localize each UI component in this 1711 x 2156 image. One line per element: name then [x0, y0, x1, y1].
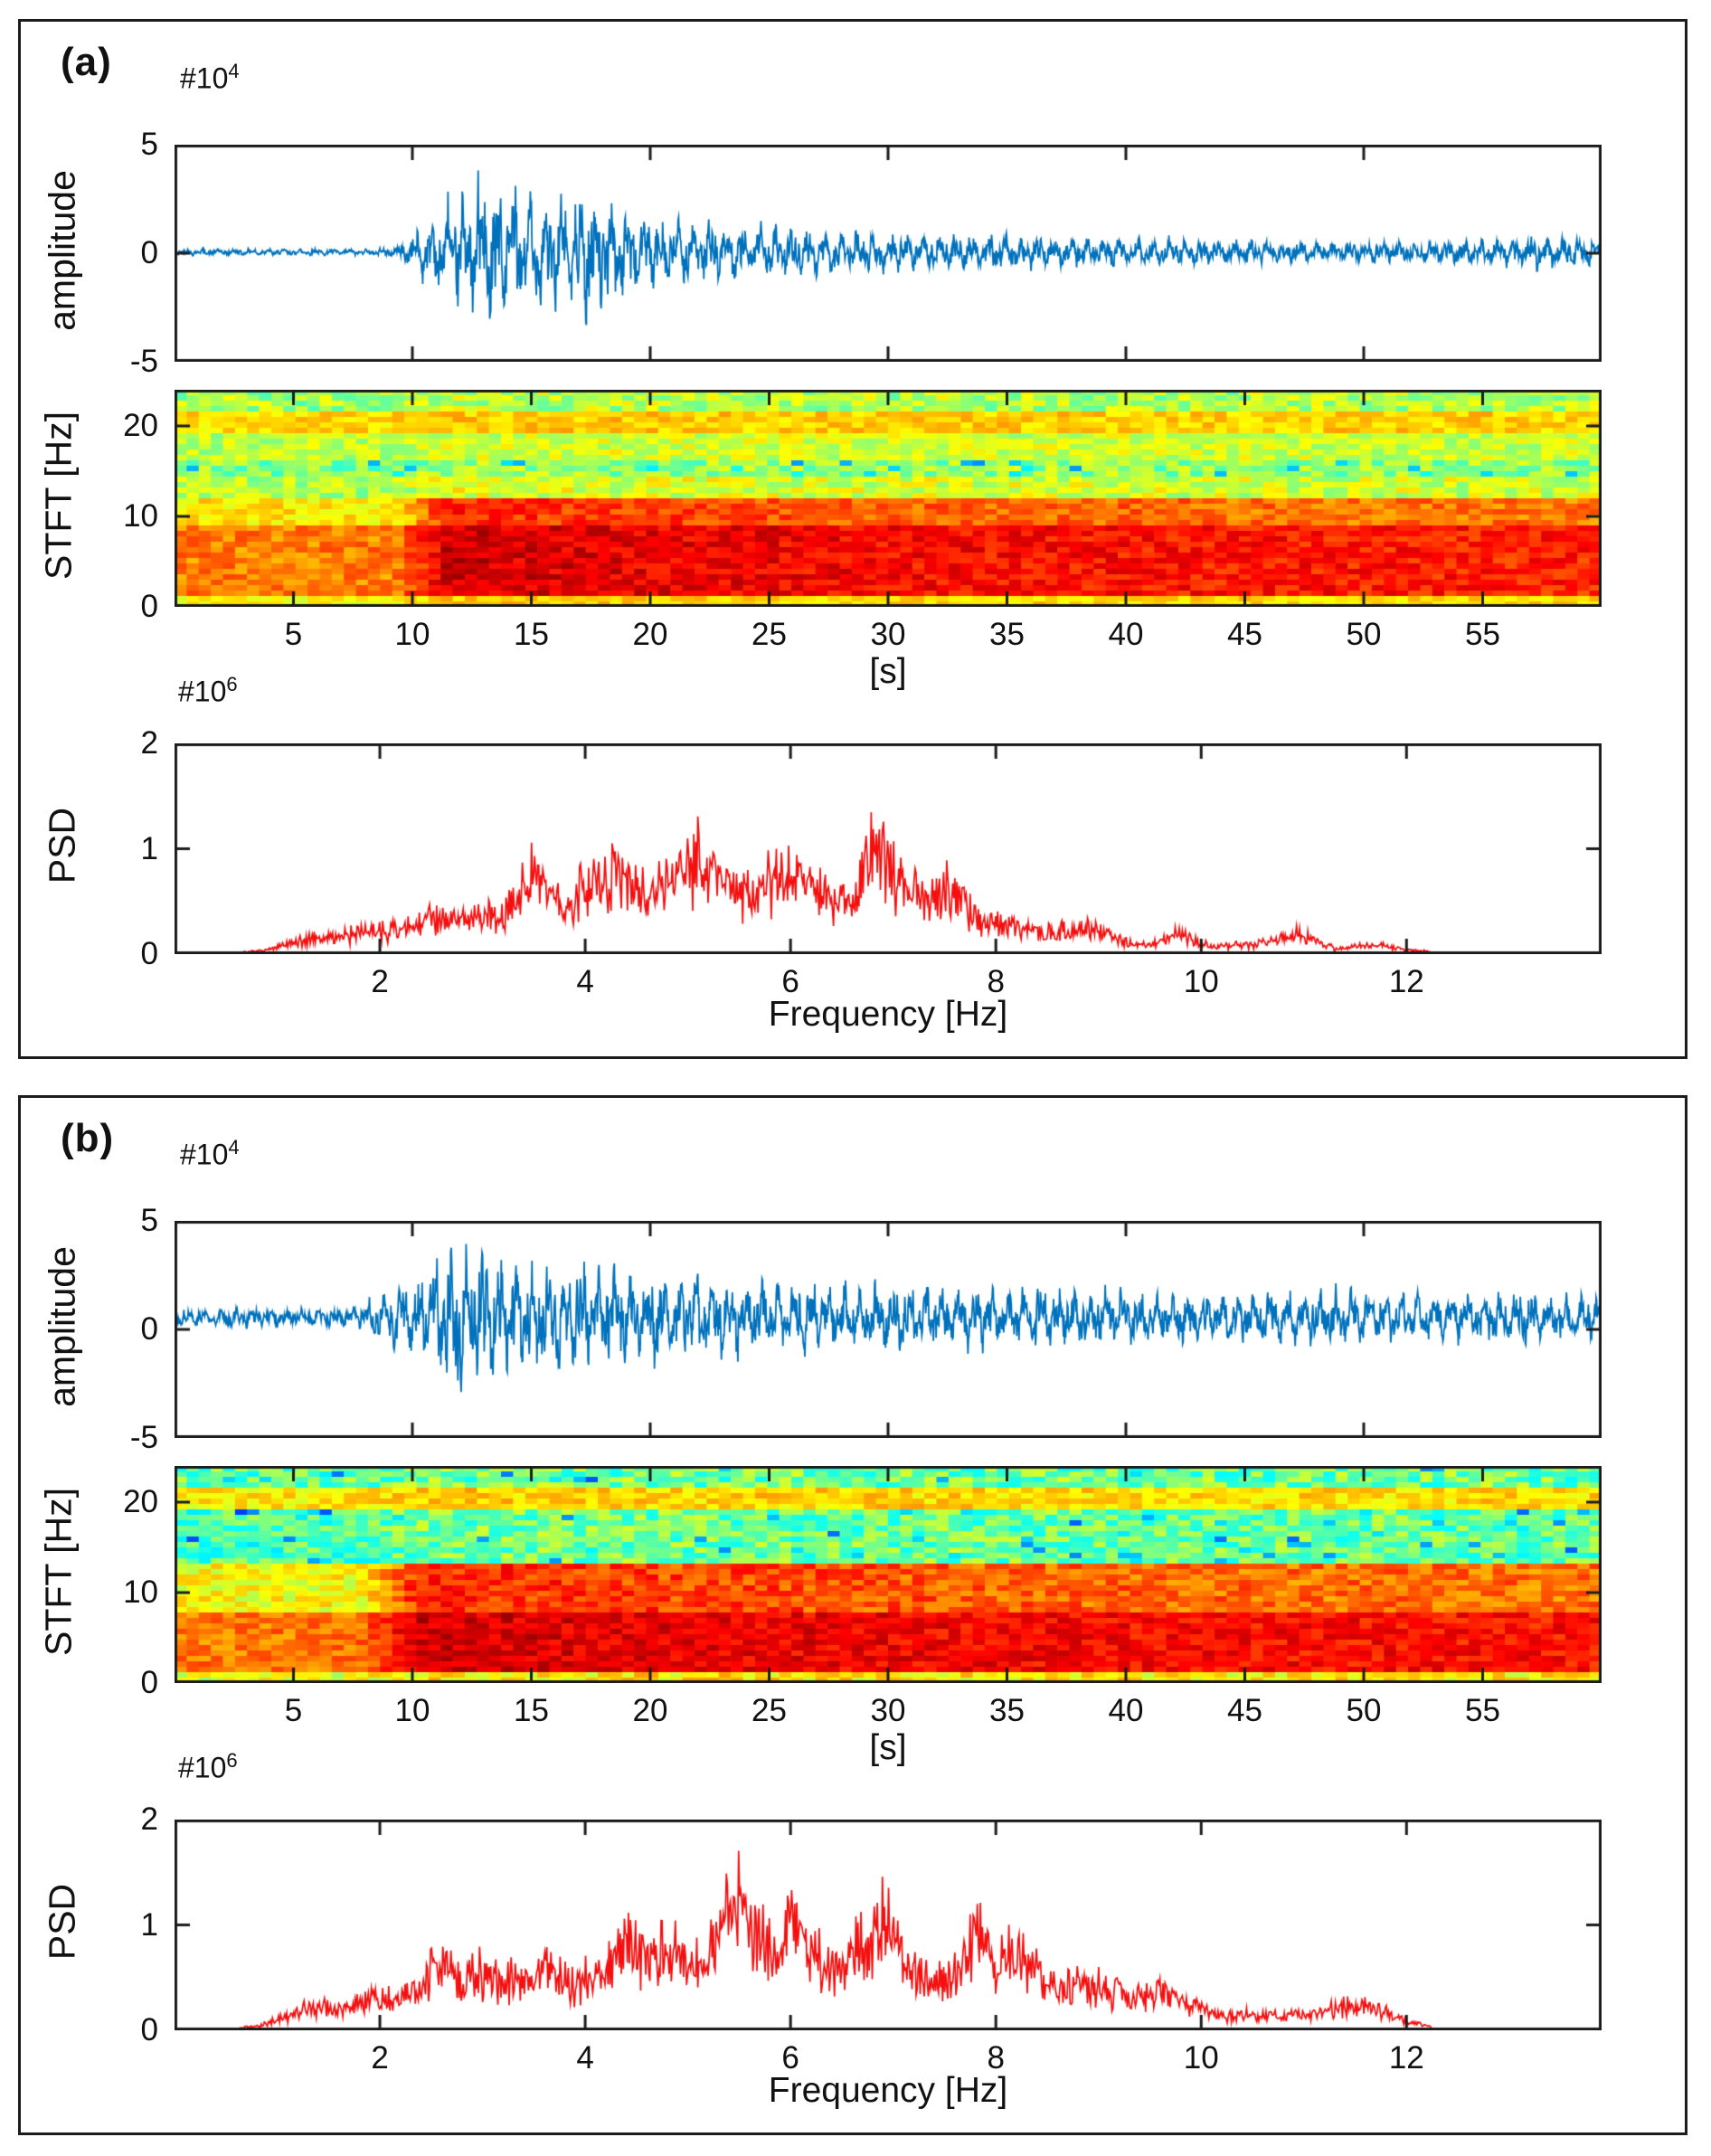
psd-chart: [175, 1820, 1602, 2030]
tick-label: 40: [1108, 1693, 1144, 1728]
tick-label: 35: [989, 617, 1025, 652]
tick-label: 5: [140, 127, 158, 162]
psd-xlabel: Frequency [Hz]: [768, 995, 1008, 1034]
tick-label: 5: [284, 1693, 303, 1728]
scale-exponent: 4: [228, 60, 240, 82]
tick-label: 5: [284, 617, 303, 652]
scale-exponent: 6: [226, 673, 238, 695]
tick-label: 0: [140, 235, 158, 270]
tick-label: 10: [1183, 964, 1219, 999]
tick-label: 12: [1388, 2040, 1424, 2076]
tick-label: 4: [576, 2040, 594, 2076]
tick-label: 20: [123, 408, 158, 443]
tick-label: 8: [987, 964, 1005, 999]
tick-label: 25: [752, 617, 787, 652]
tick-label: 20: [123, 1484, 158, 1519]
panel-b: (b) #104 amplitude STFT [Hz] [s] #106 PS…: [18, 1095, 1687, 2135]
scale-base: #10: [180, 61, 229, 95]
tick-label: 2: [140, 1801, 158, 1837]
tick-label: 45: [1227, 1693, 1262, 1728]
scale-base: #10: [178, 1751, 227, 1784]
tick-label: 10: [1183, 2040, 1219, 2076]
panel-b-label: (b): [61, 1116, 115, 1160]
tick-label: 50: [1346, 1693, 1382, 1728]
psd-scale-label: #106: [178, 673, 238, 709]
tick-label: 20: [632, 1693, 668, 1728]
tick-label: 2: [371, 2040, 389, 2076]
stft-spectrogram-chart: [175, 1466, 1602, 1683]
amplitude-waveform-chart: [175, 1221, 1602, 1438]
stft-xlabel: [s]: [869, 652, 907, 691]
tick-label: 55: [1465, 617, 1500, 652]
tick-label: 25: [752, 1693, 787, 1728]
tick-label: 20: [632, 617, 668, 652]
amplitude-scale-label: #104: [180, 60, 240, 96]
tick-label: 2: [140, 725, 158, 761]
tick-label: 30: [870, 617, 906, 652]
tick-label: 1: [140, 830, 158, 866]
scale-exponent: 6: [226, 1749, 238, 1772]
psd-scale-label: #106: [178, 1749, 238, 1785]
tick-label: 4: [576, 964, 594, 999]
tick-label: -5: [129, 344, 158, 379]
tick-label: 0: [140, 589, 158, 624]
tick-label: 10: [394, 617, 430, 652]
tick-label: 30: [870, 1693, 906, 1728]
tick-label: 12: [1388, 964, 1424, 999]
amplitude-scale-label: #104: [180, 1136, 240, 1172]
tick-label: 6: [781, 964, 799, 999]
tick-label: 8: [987, 2040, 1005, 2076]
tick-label: -5: [129, 1420, 158, 1455]
psd-chart: [175, 743, 1602, 954]
tick-label: 6: [781, 2040, 799, 2076]
scale-exponent: 4: [228, 1136, 240, 1158]
tick-label: 0: [140, 936, 158, 971]
panel-a-label: (a): [61, 40, 112, 84]
tick-label: 40: [1108, 617, 1144, 652]
stft-spectrogram-chart: [175, 390, 1602, 607]
psd-xlabel: Frequency [Hz]: [768, 2071, 1008, 2110]
tick-label: 0: [140, 1665, 158, 1700]
tick-label: 10: [123, 498, 158, 534]
panel-a: (a) #104 amplitude STFT [Hz] [s] #106 PS…: [18, 19, 1687, 1059]
tick-label: 2: [371, 964, 389, 999]
tick-label: 0: [140, 2012, 158, 2047]
tick-label: 10: [394, 1693, 430, 1728]
tick-label: 10: [123, 1574, 158, 1610]
stft-xlabel: [s]: [869, 1728, 907, 1767]
tick-label: 35: [989, 1693, 1025, 1728]
tick-label: 1: [140, 1906, 158, 1943]
tick-label: 55: [1465, 1693, 1500, 1728]
tick-label: 45: [1227, 617, 1262, 652]
tick-label: 15: [514, 1693, 549, 1728]
scale-base: #10: [180, 1138, 229, 1171]
tick-label: 50: [1346, 617, 1382, 652]
tick-label: 0: [140, 1311, 158, 1347]
scale-base: #10: [178, 675, 227, 708]
amplitude-waveform-chart: [175, 145, 1602, 362]
tick-label: 5: [140, 1203, 158, 1238]
tick-label: 15: [514, 617, 549, 652]
